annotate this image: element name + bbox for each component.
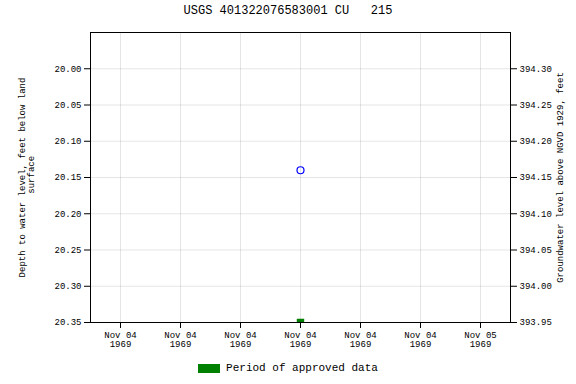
html-text:USGS 401322076583001 CU 215: USGS 401322076583001 CU 215 [183, 4, 393, 18]
svg-text:Nov 051969: Nov 051969 [464, 331, 496, 350]
svg-text:Nov 041969: Nov 041969 [344, 331, 376, 350]
svg-text:20.30: 20.30 [54, 282, 81, 292]
svg-text:393.95: 393.95 [520, 318, 552, 328]
svg-text:20.05: 20.05 [54, 101, 81, 111]
svg-text:Depth to water level, feet bel: Depth to water level, feet below land su… [18, 78, 37, 278]
svg-text:394.15: 394.15 [520, 173, 552, 183]
svg-text:20.25: 20.25 [54, 246, 81, 256]
svg-text:20.20: 20.20 [54, 210, 81, 220]
svg-text:20.35: 20.35 [54, 318, 81, 328]
svg-text:Nov 041969: Nov 041969 [284, 331, 316, 350]
svg-text:20.00: 20.00 [54, 65, 81, 75]
svg-text:394.00: 394.00 [520, 282, 552, 292]
svg-text:Nov 041969: Nov 041969 [164, 331, 196, 350]
svg-text:Nov 041969: Nov 041969 [224, 331, 256, 350]
svg-text:394.20: 394.20 [520, 137, 552, 147]
svg-text:394.05: 394.05 [520, 246, 552, 256]
svg-text:Groundwater level above NGVD 1: Groundwater level above NGVD 1929, feet [556, 72, 566, 283]
svg-text:Nov 041969: Nov 041969 [404, 331, 436, 350]
svg-text:394.10: 394.10 [520, 210, 552, 220]
svg-text:394.30: 394.30 [520, 65, 552, 75]
svg-text:20.15: 20.15 [54, 173, 81, 183]
svg-text:394.25: 394.25 [520, 101, 552, 111]
svg-text:20.10: 20.10 [54, 137, 81, 147]
html-text:Period of approved data: Period of approved data [226, 362, 378, 374]
svg-text:Nov 041969: Nov 041969 [104, 331, 136, 350]
